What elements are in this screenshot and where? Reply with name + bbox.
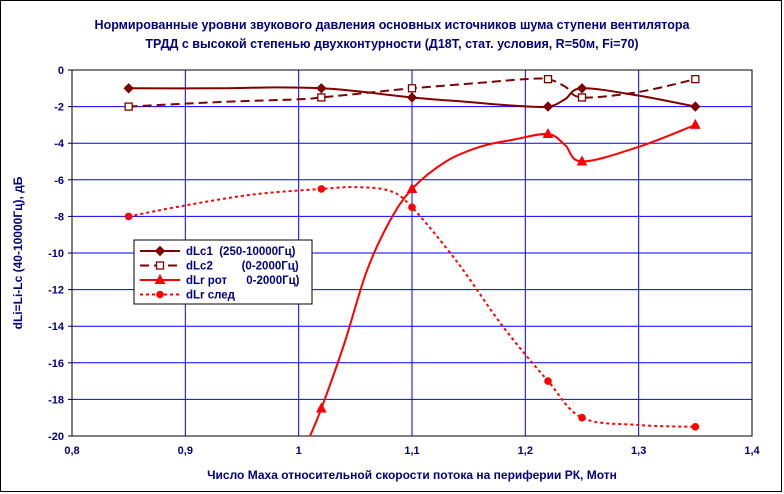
- legend-label: dLc2 (0-2000Гц): [186, 261, 299, 273]
- series-3: [309, 118, 701, 437]
- legend-label: dLr рот 0-2000Гц): [186, 275, 300, 287]
- x-tick-label: 0,9: [178, 445, 193, 457]
- data-point: [156, 290, 164, 299]
- data-point: [690, 101, 701, 112]
- data-point: [154, 245, 166, 257]
- data-point: [123, 83, 134, 94]
- series-2: [124, 75, 700, 111]
- legend-label: dLc1 (250-10000Гц): [186, 246, 296, 258]
- x-tick-label: 0,8: [64, 445, 79, 457]
- data-point: [406, 92, 418, 103]
- data-point: [544, 377, 552, 385]
- series-1: [123, 83, 701, 112]
- y-tick-label: -12: [48, 285, 64, 297]
- data-point: [124, 212, 133, 221]
- grid: [72, 69, 752, 436]
- y-tick-label: 0: [58, 65, 64, 77]
- y-tick-label: -20: [48, 431, 64, 443]
- data-point: [577, 93, 587, 102]
- x-axis-label: Число Маха относительной скорости потока…: [207, 468, 617, 482]
- data-point: [154, 273, 166, 284]
- data-point: [690, 118, 701, 129]
- series-4: [124, 185, 700, 431]
- data-point: [124, 102, 133, 111]
- data-point: [317, 185, 326, 193]
- chart-subtitle: ТРДД с высокой степенью двухконтурности …: [145, 37, 639, 51]
- y-tick-label: -2: [54, 102, 64, 114]
- series-line: [309, 123, 696, 437]
- data-point: [408, 203, 416, 212]
- y-tick-label: -14: [48, 321, 65, 333]
- data-point: [407, 84, 417, 93]
- legend: dLc1 (250-10000Гц) dLc2 (0-2000Гц) dLr рот…: [133, 239, 313, 305]
- data-point: [576, 83, 588, 94]
- x-tick-label: 1,4: [744, 445, 760, 457]
- data-point: [543, 75, 553, 84]
- data-point: [155, 261, 165, 270]
- x-tick-label: 1,1: [404, 445, 419, 457]
- data-point: [576, 155, 588, 166]
- series-line: [128, 186, 696, 428]
- y-tick-label: -16: [48, 358, 64, 370]
- data-point: [406, 182, 418, 193]
- series-line: [128, 77, 696, 108]
- data-point: [316, 83, 327, 94]
- data-point: [578, 413, 586, 422]
- legend-label: dLr след: [186, 290, 236, 302]
- chart-title: Нормированные уровни звукового давления …: [94, 18, 690, 32]
- y-axis-label: dLi=Li-Lc (40-10000Гц), дБ: [11, 176, 25, 329]
- data-point: [317, 93, 326, 102]
- data-point: [542, 127, 554, 139]
- data-point: [542, 101, 554, 112]
- series-group: [123, 75, 701, 437]
- axis-ticks: 0,8 0,9 1 1,1 1,2 1,3 1,4 0 -2 -4 -6 -8 -10 -12 -14 -16…: [48, 65, 760, 457]
- data-point: [691, 75, 700, 84]
- y-tick-label: -6: [54, 175, 64, 187]
- y-tick-label: -10: [48, 248, 64, 260]
- y-tick-label: -8: [54, 211, 64, 223]
- x-tick-label: 1: [296, 445, 302, 457]
- data-point: [316, 402, 327, 413]
- y-tick-label: -18: [48, 394, 64, 406]
- y-tick-label: -4: [54, 138, 65, 150]
- x-tick-label: 1,2: [518, 445, 533, 457]
- data-point: [691, 423, 700, 431]
- x-tick-label: 1,3: [631, 445, 646, 457]
